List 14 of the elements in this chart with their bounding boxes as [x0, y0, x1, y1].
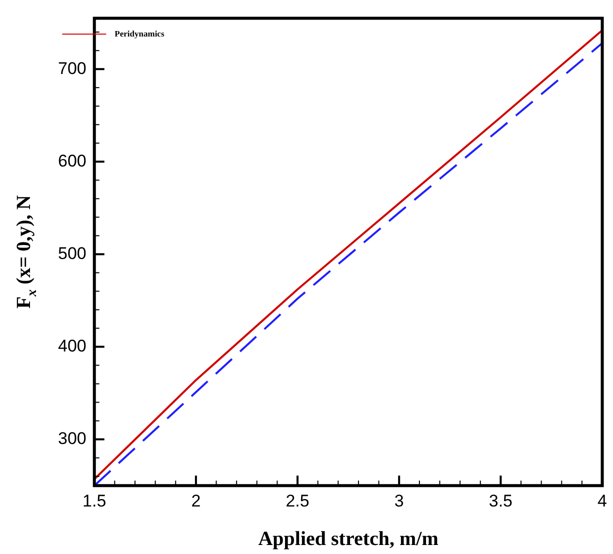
y-tick-label: 700	[58, 58, 86, 78]
x-axis-title: Applied stretch, m/m	[258, 528, 439, 550]
y-tick-label: 400	[58, 336, 86, 356]
y-tick-label: 300	[58, 429, 86, 448]
x-tick-label: 3.5	[488, 491, 513, 510]
y-axis-title: Fx (x= 0,y), N	[13, 194, 40, 309]
x-tick-label: 2.5	[286, 491, 310, 510]
x-tick-label: 1.5	[82, 491, 106, 510]
x-tick-label: 2	[191, 491, 201, 510]
legend-label: Peridynamics	[114, 28, 165, 38]
x-tick-label: 4	[598, 491, 608, 510]
x-tick-label: 3	[394, 491, 404, 510]
y-tick-label: 500	[58, 244, 86, 263]
y-tick-label: 600	[58, 151, 86, 170]
